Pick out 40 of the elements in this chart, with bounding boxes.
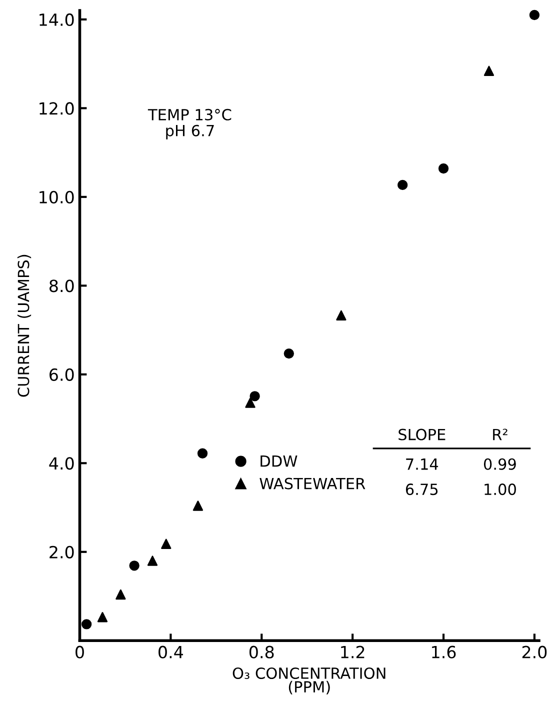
annotation: 6.75 [406, 484, 438, 496]
point [81, 619, 92, 630]
annotation: R² [493, 428, 508, 440]
y-tick-label: 12.0 [40, 102, 74, 115]
point [284, 348, 294, 359]
point [529, 10, 540, 20]
point [116, 589, 126, 600]
y-tick-label: 2.0 [50, 546, 74, 558]
point [161, 538, 172, 549]
annotation: SLOPE [398, 428, 446, 440]
point [129, 560, 140, 571]
x-tick-label: 2.0 [522, 646, 547, 658]
x-tick-label: 0.8 [249, 646, 274, 658]
legend-label: WASTEWATER [260, 478, 366, 490]
point [197, 448, 208, 458]
y-tick-label: 6.0 [50, 368, 74, 381]
point [336, 310, 346, 320]
annotation: 7.14 [406, 458, 438, 470]
legend-label: DDW [260, 456, 298, 467]
y-tick-label: 10.0 [40, 190, 74, 204]
point [438, 163, 449, 174]
point [97, 612, 108, 622]
point [147, 556, 158, 566]
y-tick-label: 8.0 [50, 280, 74, 292]
annotation: 0.99 [484, 458, 516, 470]
point [398, 180, 408, 190]
y-tick-label: 14.0 [40, 13, 74, 26]
point [192, 500, 204, 511]
point [250, 391, 260, 402]
annotation: TEMP 13°C pH 6.7 [148, 108, 232, 140]
y-tick-label: 4.0 [49, 457, 74, 470]
point [484, 66, 494, 76]
x-tick-label: 0.4 [158, 646, 184, 658]
x-tick-label: 0 [76, 646, 84, 658]
x-tick-label: 1.6 [432, 646, 456, 658]
x-axis-title: O₃ CONCENTRATION (PPM) [232, 667, 386, 694]
y-axis-title: CURRENT (UAMPS) [17, 254, 32, 397]
x-tick-label: 1.2 [341, 646, 364, 658]
point [245, 398, 256, 408]
annotation: 1.00 [484, 484, 516, 496]
